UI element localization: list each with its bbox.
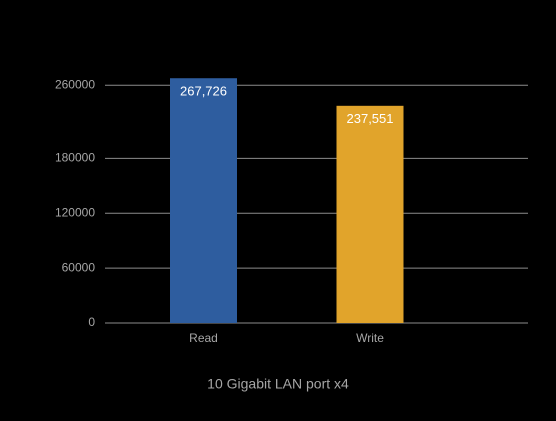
x-axis-title: 10 Gigabit LAN port x4 — [207, 376, 349, 392]
y-tick-label: 60000 — [62, 260, 96, 274]
x-tick-label: Read — [189, 331, 218, 345]
bar — [336, 105, 404, 323]
bar — [170, 78, 237, 323]
x-tick-label: Write — [356, 331, 384, 345]
y-tick-label: 180000 — [55, 151, 95, 165]
data-label: 267,726 — [180, 84, 227, 99]
y-tick-label: 0 — [88, 315, 95, 329]
y-tick-label: 260000 — [55, 77, 95, 91]
y-tick-label: 120000 — [55, 205, 95, 219]
data-label: 237,551 — [347, 111, 394, 126]
